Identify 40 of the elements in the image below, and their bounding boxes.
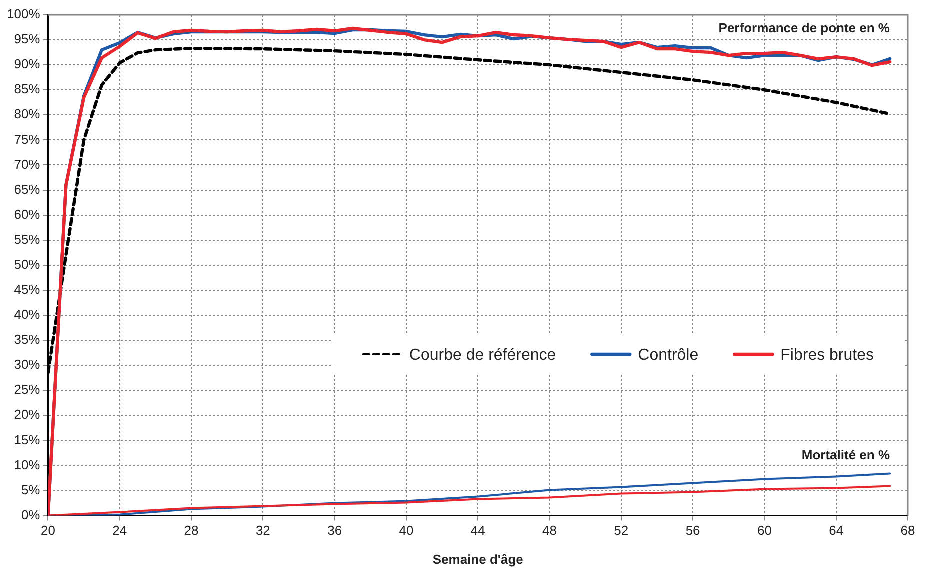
y-tick-label: 5%	[21, 482, 41, 498]
x-tick-label: 52	[614, 523, 629, 538]
y-tick-label: 55%	[14, 232, 41, 247]
x-tick-label: 40	[399, 523, 414, 538]
y-tick-label: 35%	[14, 332, 41, 348]
y-tick-label: 60%	[14, 206, 41, 222]
x-tick-label: 24	[112, 523, 128, 538]
y-tick-label: 25%	[14, 382, 41, 398]
annotation: Performance de ponte en %	[718, 20, 890, 36]
y-tick-label: 65%	[14, 182, 41, 197]
y-tick-label: 75%	[14, 132, 41, 147]
legend-label: Contrôle	[638, 346, 699, 364]
y-tick-label: 100%	[7, 6, 41, 22]
y-tick-label: 85%	[14, 82, 41, 97]
x-tick-label: 60	[757, 523, 772, 538]
x-tick-label: 44	[470, 523, 486, 538]
x-tick-label: 36	[328, 523, 342, 538]
x-axis-title: Semaine d'âge	[432, 552, 524, 567]
y-tick-label: 20%	[14, 407, 41, 422]
x-tick-label: 32	[256, 523, 270, 538]
y-tick-label: 45%	[14, 282, 41, 298]
x-tick-label: 68	[900, 523, 916, 538]
x-tick-label: 28	[184, 523, 199, 538]
y-tick-label: 50%	[14, 256, 41, 272]
x-tick-label: 20	[41, 523, 56, 538]
y-tick-label: 30%	[14, 357, 41, 372]
x-tick-label: 56	[686, 523, 700, 538]
x-tick-label: 48	[542, 523, 558, 538]
y-tick-label: 95%	[14, 32, 41, 47]
y-tick-label: 90%	[14, 56, 41, 72]
x-tick-label: 64	[829, 523, 844, 538]
legend-label: Fibres brutes	[780, 346, 874, 364]
y-tick-label: 15%	[14, 432, 41, 448]
legend-label: Courbe de référence	[409, 346, 556, 364]
y-tick-label: 80%	[14, 106, 41, 122]
y-tick-label: 70%	[14, 156, 41, 172]
y-tick-label: 40%	[14, 307, 41, 322]
y-tick-label: 0%	[21, 507, 41, 522]
y-tick-label: 10%	[14, 457, 41, 472]
annotation: Mortalité en %	[802, 447, 890, 462]
